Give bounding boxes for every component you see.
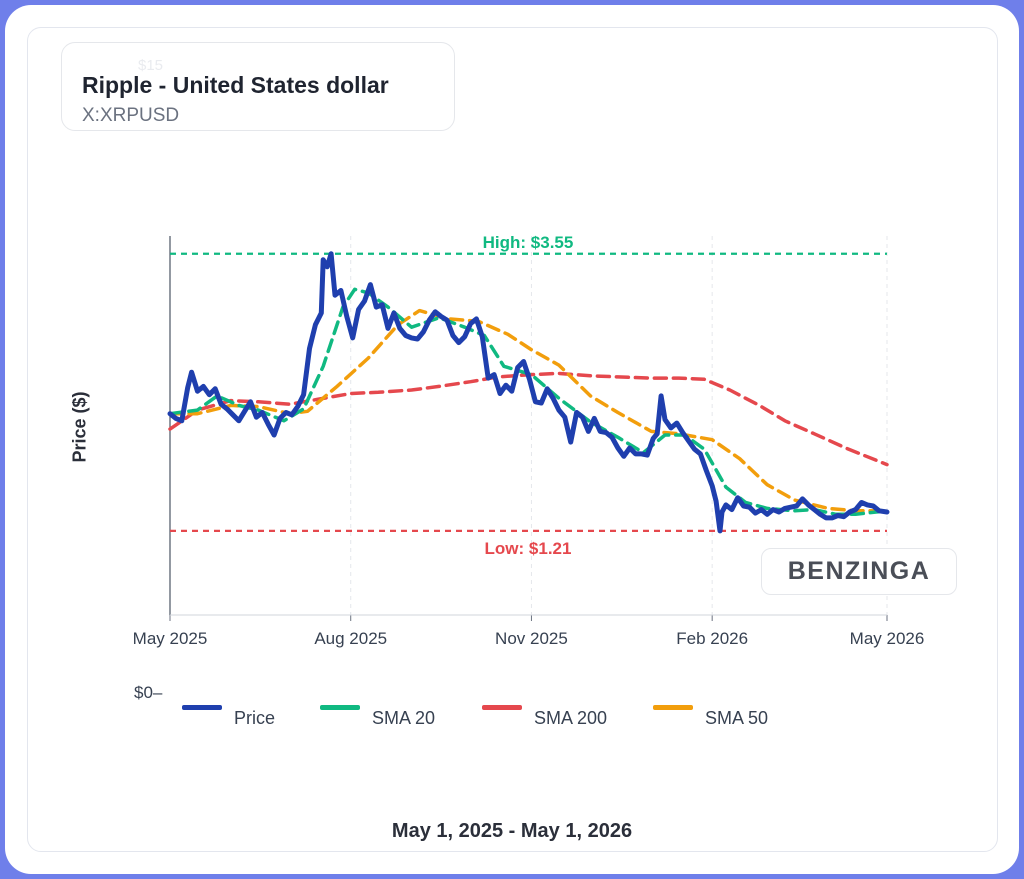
date-range: May 1, 2025 - May 1, 2026 — [391, 820, 633, 842]
x-tick-label: Aug 2025 — [314, 629, 387, 648]
low-annotation-label: Low: $1.21 — [485, 539, 572, 558]
benzinga-logo: BENZINGA — [761, 548, 957, 595]
series-line-price — [167, 251, 890, 534]
chart-card — [27, 27, 998, 852]
x-tick-label: Feb 2026 — [676, 629, 748, 648]
legend-swatch-sma50 — [653, 705, 693, 710]
x-tick-label: May 2026 — [850, 629, 925, 648]
series-line-sma20 — [168, 287, 889, 517]
ticker-symbol: X:XRPUSD — [82, 105, 180, 126]
legend-label-sma50[interactable]: SMA 50 — [705, 708, 769, 728]
legend-label-sma20[interactable]: SMA 20 — [372, 708, 436, 728]
x-tick-label: Nov 2025 — [495, 629, 568, 648]
legend-label-sma200[interactable]: SMA 200 — [534, 708, 608, 728]
page-title: Ripple - United States dollar — [82, 72, 389, 98]
legend-swatch-sma200 — [482, 705, 522, 710]
x-tick-label: May 2025 — [133, 629, 208, 648]
ghost-tick-label: $15 — [138, 57, 164, 74]
legend-swatch-sma20 — [320, 705, 360, 710]
legend-label-price[interactable]: Price — [234, 708, 276, 728]
legend-swatch-price — [182, 705, 222, 710]
y-zero-tick-label: $0– — [134, 683, 163, 702]
y-zero-tick-text: $0 — [134, 683, 153, 702]
series-line-sma200 — [168, 371, 889, 467]
series-line-sma50 — [168, 308, 889, 513]
title-box — [61, 42, 455, 131]
high-annotation-label: High: $3.55 — [483, 233, 574, 252]
